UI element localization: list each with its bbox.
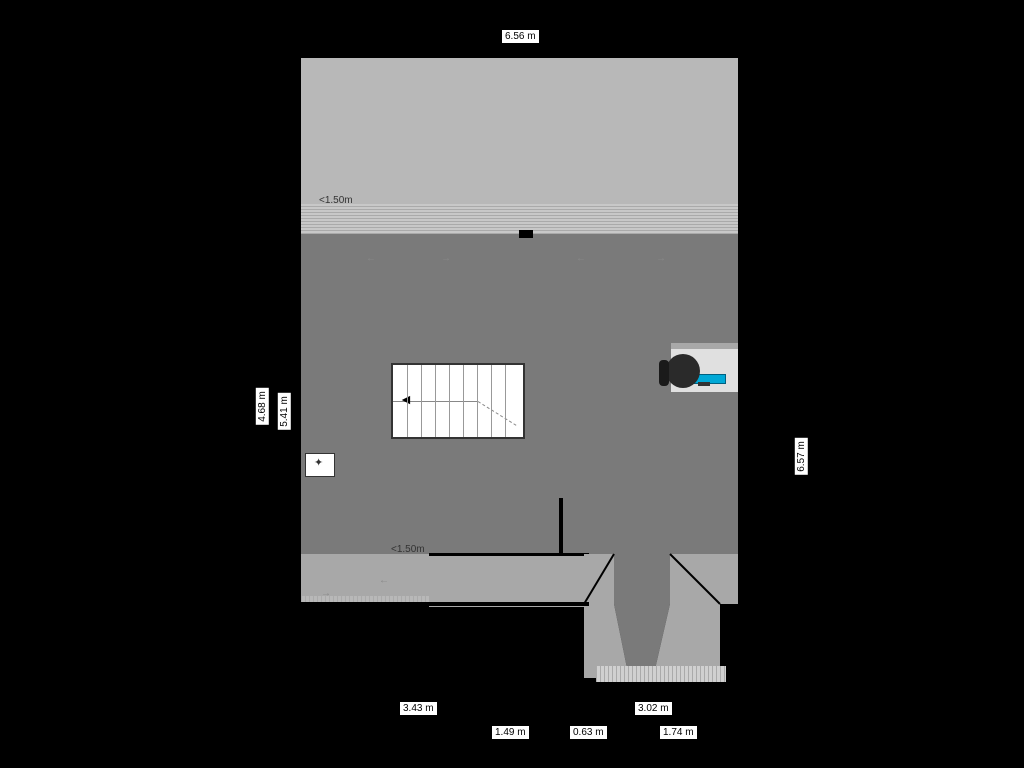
floorplan-canvas: 6.56 m 6.57 m 4.68 m 5.41 m 3.43 m 1.49 …: [0, 0, 1024, 768]
room-label-bottom: <1.50m: [391, 544, 425, 555]
dim-top: 6.56 m: [502, 30, 539, 43]
arrow-low-1: ←: [379, 575, 389, 586]
arrow-top-1: ←: [366, 253, 376, 264]
chair-back: [659, 360, 669, 386]
dim-right: 6.57 m: [795, 438, 808, 475]
room-label-top: <1.50m: [319, 195, 353, 206]
region-floor-br-r: [668, 554, 738, 604]
wall-lower-mid-edge: [429, 602, 589, 606]
wall-lower-left-edge: [301, 602, 429, 606]
region-slab: [429, 553, 589, 607]
wall-fixture: ✦: [305, 453, 335, 477]
stair-arrow-icon: ◄: [399, 391, 413, 407]
arrow-top-2: →: [441, 253, 451, 264]
floorplan: <1.50m <1.50m ← → ← → ← → ◄ ✦: [301, 58, 738, 684]
stair-diag: [478, 401, 517, 426]
dim-b5: 1.74 m: [660, 726, 697, 739]
staircase: ◄: [391, 363, 525, 439]
fixture-icon: ✦: [314, 456, 323, 469]
office-chair: [666, 354, 700, 388]
hatch-bottom-corridor: [596, 666, 726, 682]
region-roof-top: [301, 58, 738, 204]
dim-b3: 0.63 m: [570, 726, 607, 739]
monitor-stand: [698, 382, 710, 386]
dim-left-outer: 4.68 m: [256, 388, 269, 425]
dim-left-inner: 5.41 m: [278, 393, 291, 430]
wall-partition-v: [559, 498, 563, 556]
arrow-top-4: →: [656, 253, 666, 264]
region-floor-br-l: [584, 554, 614, 604]
wall-top-marker: [519, 230, 533, 238]
dim-b1: 3.43 m: [400, 702, 437, 715]
arrow-top-3: ←: [576, 253, 586, 264]
dim-b4: 3.02 m: [635, 702, 672, 715]
dim-b2: 1.49 m: [492, 726, 529, 739]
arrow-low-2: →: [321, 588, 331, 599]
desk-base: [671, 343, 738, 349]
corridor-body: [614, 554, 670, 678]
